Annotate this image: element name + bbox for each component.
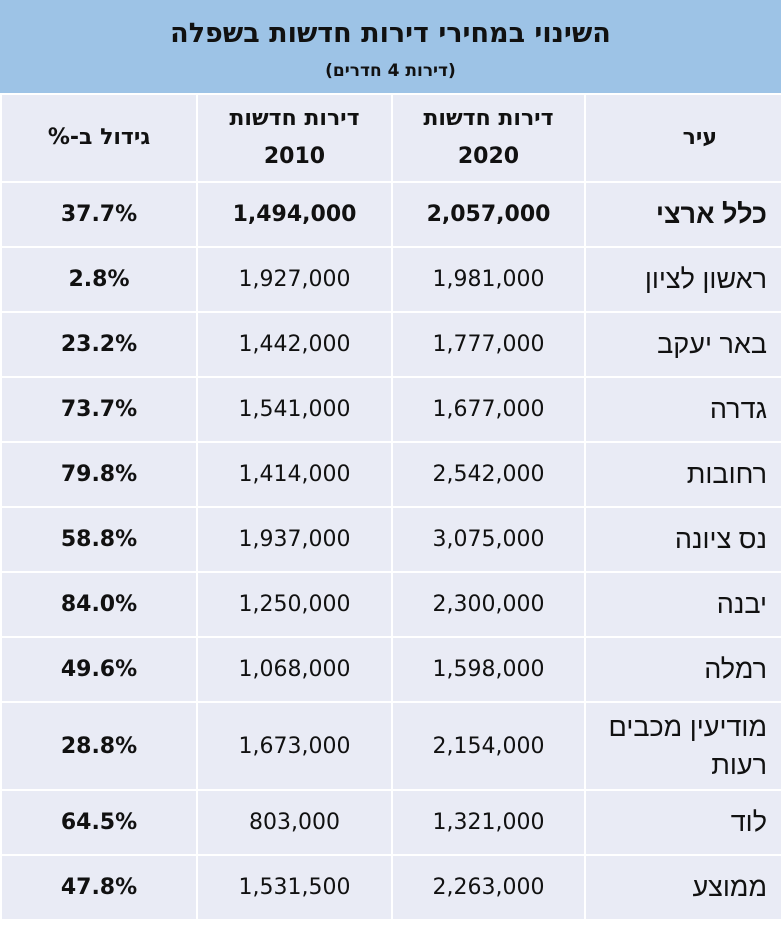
growth-cell: 79.8% bbox=[0, 441, 198, 508]
growth-cell: 2.8% bbox=[0, 246, 198, 313]
growth-cell: 37.7% bbox=[0, 181, 198, 248]
city-cell: גדרה bbox=[584, 376, 781, 443]
growth-cell: 73.7% bbox=[0, 376, 198, 443]
table-row: יבנה 2,300,000 1,250,000 84.0% bbox=[0, 571, 781, 638]
city-cell: לוד bbox=[584, 789, 781, 856]
title-banner: השינוי במחירי דירות חדשות בשפלה (דירות 4… bbox=[0, 0, 781, 93]
city-cell: ראשון לציון bbox=[584, 246, 781, 313]
city-cell: יבנה bbox=[584, 571, 781, 638]
table-row: באר יעקב 1,777,000 1,442,000 23.2% bbox=[0, 311, 781, 378]
growth-cell: 23.2% bbox=[0, 311, 198, 378]
header-new-2010: דירות חדשות 2010 bbox=[196, 93, 393, 183]
table-row: כלל ארצי 2,057,000 1,494,000 37.7% bbox=[0, 181, 781, 248]
price-2010-cell: 803,000 bbox=[196, 789, 393, 856]
price-2010-cell: 1,541,000 bbox=[196, 376, 393, 443]
price-2020-cell: 1,598,000 bbox=[391, 636, 586, 703]
price-2010-cell: 1,068,000 bbox=[196, 636, 393, 703]
price-2020-cell: 1,981,000 bbox=[391, 246, 586, 313]
city-cell: כלל ארצי bbox=[584, 181, 781, 248]
growth-cell: 28.8% bbox=[0, 701, 198, 791]
growth-cell: 47.8% bbox=[0, 854, 198, 921]
price-2020-cell: 1,677,000 bbox=[391, 376, 586, 443]
price-2020-cell: 1,321,000 bbox=[391, 789, 586, 856]
price-2010-cell: 1,927,000 bbox=[196, 246, 393, 313]
price-2010-cell: 1,937,000 bbox=[196, 506, 393, 573]
price-table: עיר דירות חדשות 2020 דירות חדשות 2010 גי… bbox=[0, 93, 781, 921]
price-2020-cell: 2,154,000 bbox=[391, 701, 586, 791]
table-row: רחובות 2,542,000 1,414,000 79.8% bbox=[0, 441, 781, 508]
table-row: נס ציונה 3,075,000 1,937,000 58.8% bbox=[0, 506, 781, 573]
growth-cell: 49.6% bbox=[0, 636, 198, 703]
city-cell: נס ציונה bbox=[584, 506, 781, 573]
city-cell: באר יעקב bbox=[584, 311, 781, 378]
city-cell: רמלה bbox=[584, 636, 781, 703]
header-growth: גידול ב-% bbox=[0, 93, 198, 183]
price-2020-cell: 2,542,000 bbox=[391, 441, 586, 508]
price-2010-cell: 1,494,000 bbox=[196, 181, 393, 248]
table-row: ראשון לציון 1,981,000 1,927,000 2.8% bbox=[0, 246, 781, 313]
price-2010-cell: 1,673,000 bbox=[196, 701, 393, 791]
table-row: רמלה 1,598,000 1,068,000 49.6% bbox=[0, 636, 781, 703]
table-row: לוד 1,321,000 803,000 64.5% bbox=[0, 789, 781, 856]
table-title: השינוי במחירי דירות חדשות בשפלה bbox=[170, 18, 611, 49]
growth-cell: 84.0% bbox=[0, 571, 198, 638]
city-cell: ממוצע bbox=[584, 854, 781, 921]
table-subtitle: (דירות 4 חדרים) bbox=[325, 61, 456, 81]
price-2020-cell: 2,300,000 bbox=[391, 571, 586, 638]
price-2020-cell: 3,075,000 bbox=[391, 506, 586, 573]
city-cell: מודיעין מכבים רעות bbox=[584, 701, 781, 791]
header-row: עיר דירות חדשות 2020 דירות חדשות 2010 גי… bbox=[0, 93, 781, 183]
growth-cell: 58.8% bbox=[0, 506, 198, 573]
price-2010-cell: 1,442,000 bbox=[196, 311, 393, 378]
growth-cell: 64.5% bbox=[0, 789, 198, 856]
price-2020-cell: 2,263,000 bbox=[391, 854, 586, 921]
price-2010-cell: 1,414,000 bbox=[196, 441, 393, 508]
header-city: עיר bbox=[584, 93, 781, 183]
price-2020-cell: 1,777,000 bbox=[391, 311, 586, 378]
header-new-2020: דירות חדשות 2020 bbox=[391, 93, 586, 183]
price-2010-cell: 1,250,000 bbox=[196, 571, 393, 638]
price-2010-cell: 1,531,500 bbox=[196, 854, 393, 921]
table-row: מודיעין מכבים רעות 2,154,000 1,673,000 2… bbox=[0, 701, 781, 791]
table-row: גדרה 1,677,000 1,541,000 73.7% bbox=[0, 376, 781, 443]
table-row: ממוצע 2,263,000 1,531,500 47.8% bbox=[0, 854, 781, 921]
price-2020-cell: 2,057,000 bbox=[391, 181, 586, 248]
city-cell: רחובות bbox=[584, 441, 781, 508]
